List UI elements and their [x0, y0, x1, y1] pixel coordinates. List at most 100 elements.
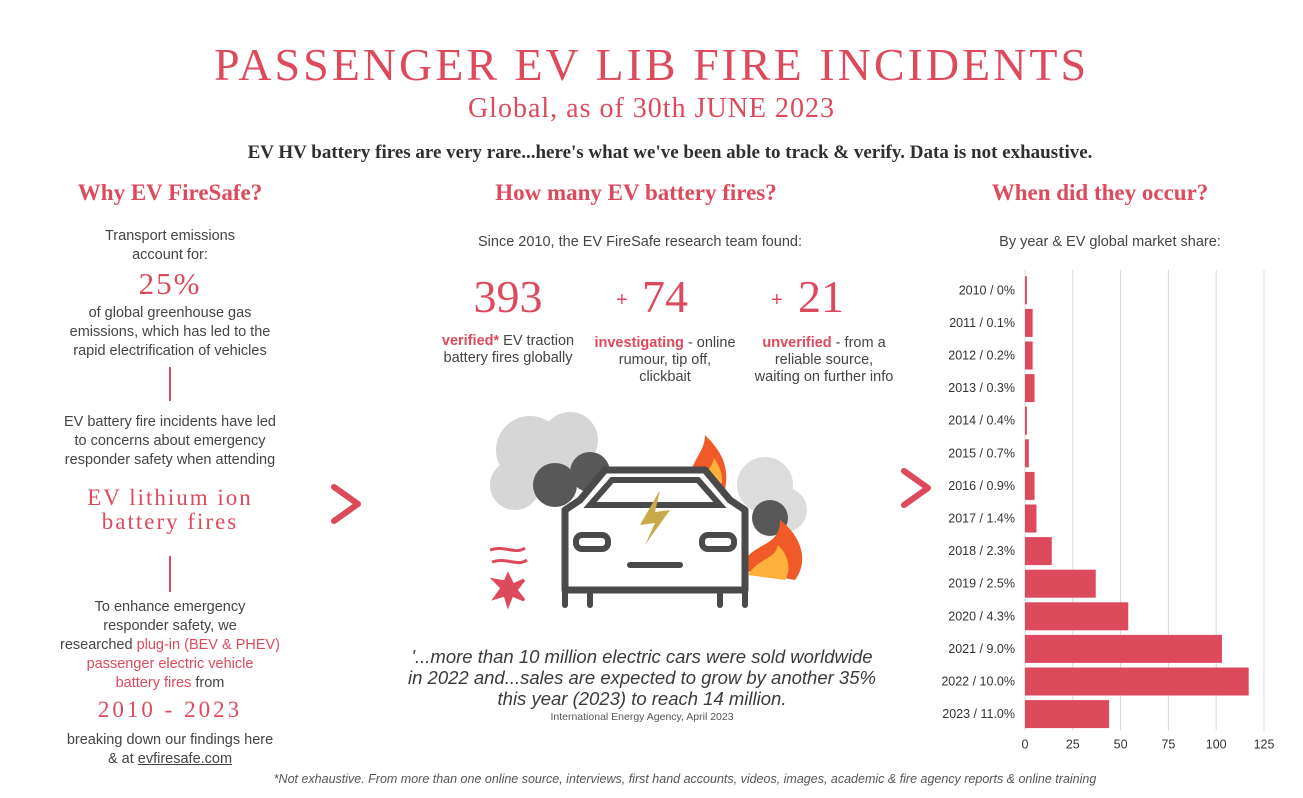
stat-keyword: verified* [441, 333, 500, 349]
stat-text: - online [683, 335, 736, 351]
bar [1025, 276, 1027, 305]
stat-line: rumour, tip off, [618, 352, 712, 368]
left-text-line: of global greenhouse gas [88, 305, 252, 321]
x-tick-label: 125 [1254, 737, 1275, 751]
middle-intro: Since 2010, the EV FireSafe research tea… [477, 234, 803, 250]
left-heading: Why EV FireSafe? [77, 180, 263, 205]
quote-line: in 2022 and...sales are expected to grow… [408, 667, 876, 688]
stat-unverified-count: 21 [798, 271, 844, 322]
y-category-label: 2020 / 4.3% [948, 609, 1015, 623]
stat-keyword: unverified [762, 335, 832, 351]
stat-line: unverified - from a [744, 335, 904, 352]
stat-line: reliable source, [774, 352, 874, 368]
quote-source: International Energy Agency, April 2023 [550, 711, 734, 723]
quote-line: this year (2023) to reach 14 million. [497, 688, 787, 709]
stat-line: battery fires globally [443, 350, 573, 366]
iea-quote: '...more than 10 million electric cars w… [390, 646, 894, 709]
plus-sign: + [771, 289, 783, 311]
sparks-left [489, 546, 528, 610]
evfiresafe-link[interactable]: evfiresafe.com [137, 751, 233, 767]
page-subtitle: Global, as of 30th JUNE 2023 [467, 93, 836, 124]
lightning-bolt-icon [640, 490, 670, 545]
highlight-line: battery fires [101, 509, 239, 534]
left-text-line: to concerns about emergency [74, 433, 266, 449]
left-text-line: EV battery fire incidents have led [64, 414, 276, 430]
left-text-fragment: researched [59, 637, 137, 653]
highlight-line: EV lithium ion [87, 485, 253, 510]
divider-line [169, 556, 171, 592]
bar [1025, 602, 1129, 631]
highlight-ev-lithium: EV lithium ion battery fires [20, 486, 320, 534]
bar [1025, 406, 1027, 435]
stat-text: - from a [831, 335, 886, 351]
left-intro: Transport emissions account for: [20, 227, 320, 265]
stat-keyword: investigating [594, 335, 684, 351]
left-text-fragment: from [191, 675, 225, 691]
bar [1025, 308, 1033, 337]
y-category-label: 2011 / 0.1% [949, 316, 1015, 330]
left-text-line: responder safety when attending [64, 452, 276, 468]
left-text-highlight: passenger electric vehicle [86, 656, 254, 672]
bar [1025, 634, 1222, 663]
y-category-label: 2014 / 0.4% [948, 414, 1015, 428]
bar [1025, 537, 1052, 566]
tagline: EV HV battery fires are very rare...here… [247, 142, 1093, 163]
x-tick-label: 0 [1022, 737, 1029, 751]
y-category-label: 2010 / 0% [959, 283, 1015, 297]
chevron-right-icon [331, 484, 361, 524]
left-text-line: battery fires from [20, 674, 320, 693]
stat-line: clickbait [639, 369, 691, 385]
stat-line: waiting on further info [754, 369, 894, 385]
left-text-highlight: battery fires [115, 675, 192, 691]
y-category-label: 2016 / 0.9% [948, 479, 1015, 493]
bar [1025, 667, 1249, 696]
bar [1025, 504, 1037, 533]
y-category-label: 2012 / 0.2% [948, 349, 1015, 363]
y-category-label: 2022 / 10.0% [941, 675, 1015, 689]
stat-verified-count: 393 [473, 271, 543, 322]
fires-by-year-chart: 0 25 50 75 100 125 2010 / 0% 2011 / 0.1% 2012 / … [941, 270, 1275, 751]
left-text-line: & at evfiresafe.com [20, 750, 320, 769]
divider-line [169, 367, 171, 401]
emissions-percent: 25% [138, 266, 202, 301]
x-tick-label: 25 [1066, 737, 1080, 751]
flames-right [740, 520, 803, 580]
left-intro-line: Transport emissions [104, 228, 235, 244]
stat-verified-desc: verified* EV traction battery fires glob… [418, 333, 598, 367]
burning-car-illustration [489, 412, 807, 610]
x-tick-label: 100 [1206, 737, 1227, 751]
y-category-label: 2019 / 2.5% [948, 577, 1015, 591]
left-text-line: responder safety, we [103, 618, 237, 634]
left-emissions-text: of global greenhouse gas emissions, whic… [20, 304, 320, 361]
bar [1025, 700, 1110, 729]
stat-line: verified* EV traction [418, 333, 598, 350]
stat-investigating-desc: investigating - online rumour, tip off, … [582, 335, 748, 386]
bar [1025, 439, 1029, 468]
plus-sign: + [616, 289, 628, 311]
stat-investigating-count: 74 [642, 271, 688, 322]
left-text-fragment: & at [107, 751, 138, 767]
stat-text: EV traction [499, 333, 575, 349]
left-text-line: To enhance emergency [94, 599, 246, 615]
left-text-line: emissions, which has led to the [69, 324, 271, 340]
quote-line: '...more than 10 million electric cars w… [411, 646, 873, 667]
x-tick-label: 75 [1161, 737, 1175, 751]
y-category-label: 2017 / 1.4% [948, 512, 1015, 526]
middle-heading: How many EV battery fires? [495, 180, 777, 205]
bar [1025, 341, 1033, 370]
stat-line: investigating - online [582, 335, 748, 352]
bar [1025, 471, 1035, 500]
left-intro-line: account for: [132, 247, 208, 263]
page-title: PASSENGER EV LIB FIRE INCIDENTS [213, 39, 1090, 90]
car-details [562, 477, 748, 608]
bar [1025, 569, 1096, 598]
footnote: *Not exhaustive. From more than one onli… [273, 772, 1097, 786]
year-range: 2010 - 2023 [97, 697, 243, 722]
chevron-right-icon [901, 468, 931, 508]
left-text-line: breaking down our findings here [66, 732, 274, 748]
left-text-line: rapid electrification of vehicles [73, 343, 267, 359]
y-category-label: 2023 / 11.0% [942, 707, 1015, 721]
left-text-line: researched plug-in (BEV & PHEV) [20, 636, 320, 655]
y-category-label: 2013 / 0.3% [948, 381, 1015, 395]
left-research-text: To enhance emergency responder safety, w… [20, 598, 320, 693]
